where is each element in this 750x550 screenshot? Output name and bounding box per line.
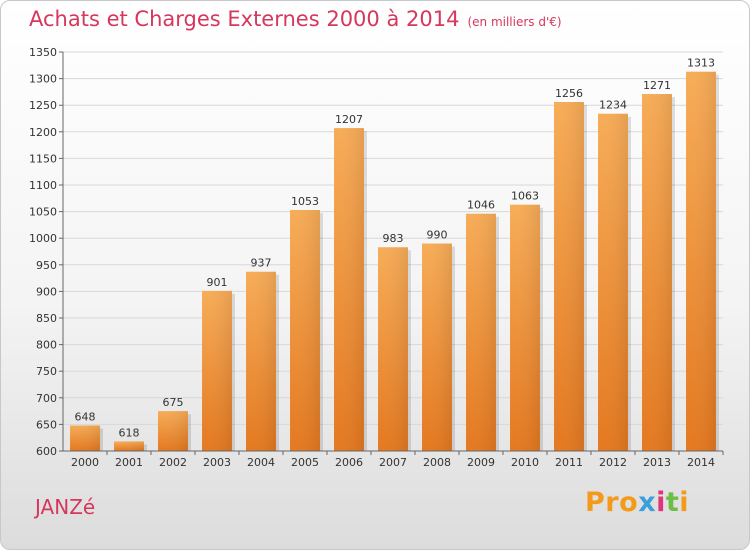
value-label: 1313 <box>687 57 715 70</box>
y-tick-label: 750 <box>36 365 57 378</box>
logo-letter: i <box>656 487 666 518</box>
value-label: 1053 <box>291 195 319 208</box>
y-tick-label: 1200 <box>29 126 57 139</box>
y-tick-label: 900 <box>36 285 57 298</box>
y-tick-label: 700 <box>36 392 57 405</box>
y-tick-label: 950 <box>36 259 57 272</box>
logo-letter: r <box>605 487 620 518</box>
title-text: Achats et Charges Externes 2000 à 2014 <box>29 7 460 31</box>
value-label: 1234 <box>599 99 627 112</box>
bar-shade <box>466 213 496 451</box>
bar-shade <box>422 243 452 451</box>
value-label: 937 <box>251 257 272 270</box>
value-label: 1271 <box>643 79 671 92</box>
y-tick-label: 1150 <box>29 152 57 165</box>
bar-shade <box>686 71 716 452</box>
logo-letter: o <box>619 487 639 518</box>
value-label: 648 <box>75 410 96 423</box>
bar-shade <box>598 113 628 451</box>
value-label: 1256 <box>555 87 583 100</box>
bar-shade <box>378 247 408 451</box>
bar-shade <box>334 128 364 451</box>
bars: 648 618 675 901 937 1053 1207 983 990 1046 1063 125… <box>70 57 719 452</box>
logo-letter: t <box>665 487 680 518</box>
x-tick-label: 2010 <box>511 456 539 469</box>
x-tick-label: 2002 <box>159 456 187 469</box>
x-tick-label: 2000 <box>71 456 99 469</box>
chart-title: Achats et Charges Externes 2000 à 2014 (e… <box>29 7 562 31</box>
bar-shade <box>114 441 144 451</box>
bar-shade <box>70 425 100 451</box>
x-tick-label: 2009 <box>467 456 495 469</box>
bar-shade <box>290 210 320 451</box>
x-tick-label: 2011 <box>555 456 583 469</box>
y-tick-label: 1250 <box>29 99 57 112</box>
logo-letter: P <box>585 487 606 518</box>
bar-shade <box>642 94 672 451</box>
logo-letter: x <box>638 487 657 518</box>
bar-shade <box>202 290 232 451</box>
x-tick-label: 2013 <box>643 456 671 469</box>
x-tick-label: 2006 <box>335 456 363 469</box>
y-tick-label: 1000 <box>29 232 57 245</box>
value-label: 1207 <box>335 113 363 126</box>
x-tick-label: 2003 <box>203 456 231 469</box>
axes: 600 650 700 750 800 850 900 950 1000 1050 1100 1150… <box>29 46 724 469</box>
value-label: 1063 <box>511 190 539 203</box>
x-tick-label: 2008 <box>423 456 451 469</box>
value-label: 901 <box>207 276 228 289</box>
x-tick-label: 2014 <box>687 456 715 469</box>
value-label: 990 <box>427 229 448 242</box>
y-tick-label: 800 <box>36 339 57 352</box>
x-tick-label: 2012 <box>599 456 627 469</box>
bar-shade <box>510 204 540 451</box>
proxiti-logo: Proxiti <box>585 487 689 518</box>
bar-shade <box>158 411 188 451</box>
unit-label: (en milliers d'€) <box>467 15 562 29</box>
value-label: 1046 <box>467 199 495 212</box>
y-tick-label: 650 <box>36 418 57 431</box>
bar-shade <box>554 102 584 452</box>
x-tick-label: 2004 <box>247 456 275 469</box>
y-tick-label: 850 <box>36 312 57 325</box>
y-tick-label: 600 <box>36 445 57 458</box>
x-tick-label: 2001 <box>115 456 143 469</box>
y-tick-label: 1350 <box>29 46 57 59</box>
x-tick-label: 2005 <box>291 456 319 469</box>
bar-shade <box>246 271 276 451</box>
x-tick-label: 2007 <box>379 456 407 469</box>
commune-name: JANZé <box>35 495 96 519</box>
y-tick-label: 1100 <box>29 179 57 192</box>
y-tick-label: 1300 <box>29 73 57 86</box>
value-label: 618 <box>119 426 140 439</box>
value-label: 675 <box>163 396 184 409</box>
logo-letter: i <box>679 487 690 518</box>
value-label: 983 <box>383 232 404 245</box>
y-tick-label: 1050 <box>29 206 57 219</box>
